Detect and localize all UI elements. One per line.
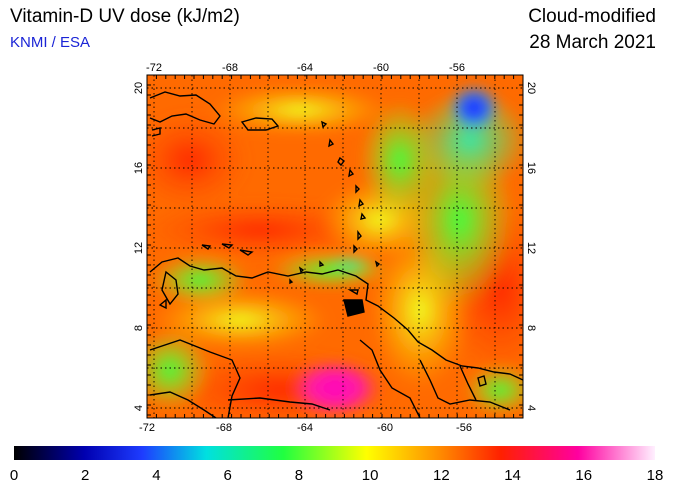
colorbar-tick-label: 12 — [433, 467, 450, 484]
colorbar-ticks: 0 2 4 6 8 10 12 14 16 18 — [10, 467, 664, 484]
lat-label-left: 20 — [133, 82, 145, 94]
lon-label-bottom: -60 — [377, 422, 393, 434]
lon-label-top: -60 — [373, 62, 389, 74]
lat-label-right: 12 — [525, 242, 537, 254]
lon-label-bottom: -72 — [139, 422, 155, 434]
lon-label-top: -72 — [146, 62, 162, 74]
map-title: Vitamin-D UV dose (kJ/m2) — [10, 6, 240, 27]
lon-label-bottom: -64 — [297, 422, 313, 434]
lon-label-bottom: -56 — [456, 422, 472, 434]
lat-label-right: 4 — [525, 405, 537, 411]
lon-label-top: -64 — [297, 62, 313, 74]
date-label: 28 March 2021 — [529, 32, 656, 53]
lon-label-bottom: -68 — [216, 422, 232, 434]
colorbar-tick-label: 4 — [152, 467, 160, 484]
product-label: Cloud-modified — [528, 6, 656, 27]
graticule — [147, 75, 523, 418]
lat-label-left: 16 — [133, 162, 145, 174]
colorbar-tick-label: 6 — [223, 467, 231, 484]
colorbar-tick-label: 10 — [362, 467, 379, 484]
lat-label-left: 12 — [133, 242, 145, 254]
lat-labels-right: 20 16 12 8 4 — [525, 82, 537, 411]
lat-labels-left: 20 16 12 8 4 — [133, 82, 145, 411]
colorbar-tick-label: 18 — [647, 467, 664, 484]
lat-label-right: 16 — [525, 162, 537, 174]
lat-label-left: 4 — [133, 405, 145, 411]
colorbar-tick-label: 0 — [10, 467, 18, 484]
lon-label-top: -56 — [449, 62, 465, 74]
frame-ticks — [146, 74, 524, 418]
colorbar-tick-label: 8 — [295, 467, 303, 484]
coastlines — [149, 91, 523, 418]
colorbar: 0 2 4 6 8 10 12 14 16 18 — [10, 446, 664, 484]
lon-label-top: -68 — [222, 62, 238, 74]
lon-labels-top: -72 -68 -64 -60 -56 — [146, 62, 465, 74]
colorbar-tick-label: 16 — [575, 467, 592, 484]
source-label: KNMI / ESA — [10, 34, 91, 51]
lat-label-right: 20 — [525, 82, 537, 94]
lat-label-right: 8 — [525, 325, 537, 331]
colorbar-gradient — [14, 446, 655, 460]
lat-label-left: 8 — [133, 325, 145, 331]
colorbar-tick-label: 14 — [504, 467, 521, 484]
uv-dose-field — [147, 75, 523, 418]
colorbar-tick-label: 2 — [81, 467, 89, 484]
lon-labels-bottom: -72 -68 -64 -60 -56 — [139, 422, 472, 434]
